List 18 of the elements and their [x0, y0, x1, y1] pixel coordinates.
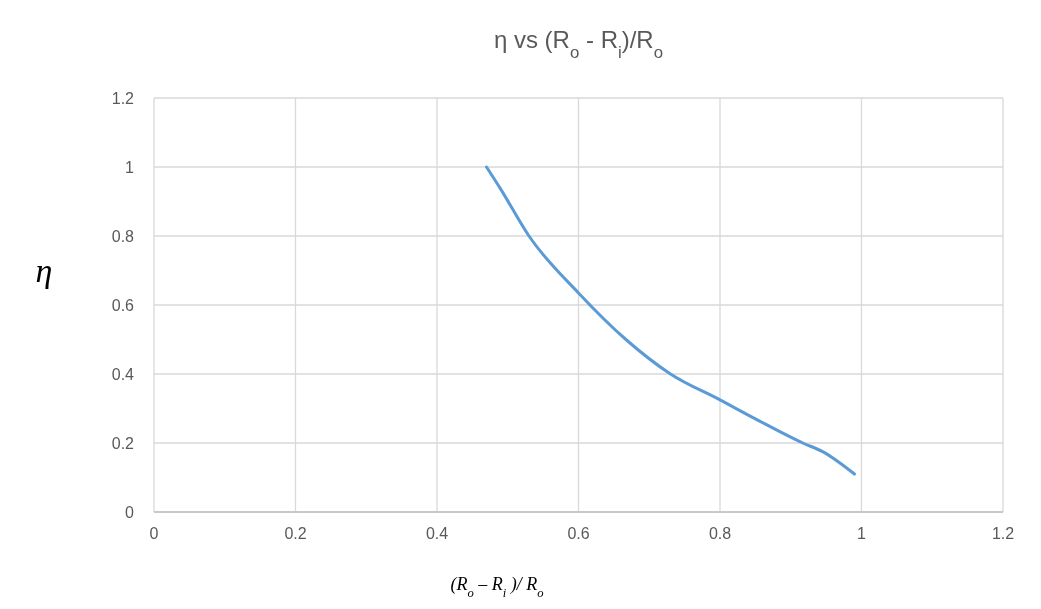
y-tick-label: 0.2: [111, 435, 135, 452]
x-axis-title: (R$_{o}$ – R$_{i}$ )/ R$_{o}$: [450, 574, 544, 600]
y-tick-label: 1.2: [111, 90, 135, 107]
y-tick-label: 0.4: [111, 366, 135, 383]
x-tick-label: 0.4: [425, 525, 449, 542]
x-tick-label: 0.6: [567, 525, 590, 542]
x-tick-label: 1: [857, 525, 867, 542]
y-tick-label: 1: [125, 159, 135, 176]
y-tick-label: 0.8: [111, 228, 135, 245]
line-series: [485, 165, 856, 476]
x-tick-label: 0.2: [284, 525, 307, 542]
x-tick-label: 0.8: [708, 525, 732, 542]
y-tick-label: 0.6: [111, 297, 135, 314]
y-tick-label: 0: [125, 504, 135, 521]
x-tick-label: 1.2: [991, 525, 1015, 542]
chart-title: η vs (R$_{o}$ - R$_{i}$)/R$_{o}$: [493, 26, 664, 62]
x-tick-label: 0: [149, 525, 159, 542]
y-axis-title: η: [35, 252, 53, 289]
